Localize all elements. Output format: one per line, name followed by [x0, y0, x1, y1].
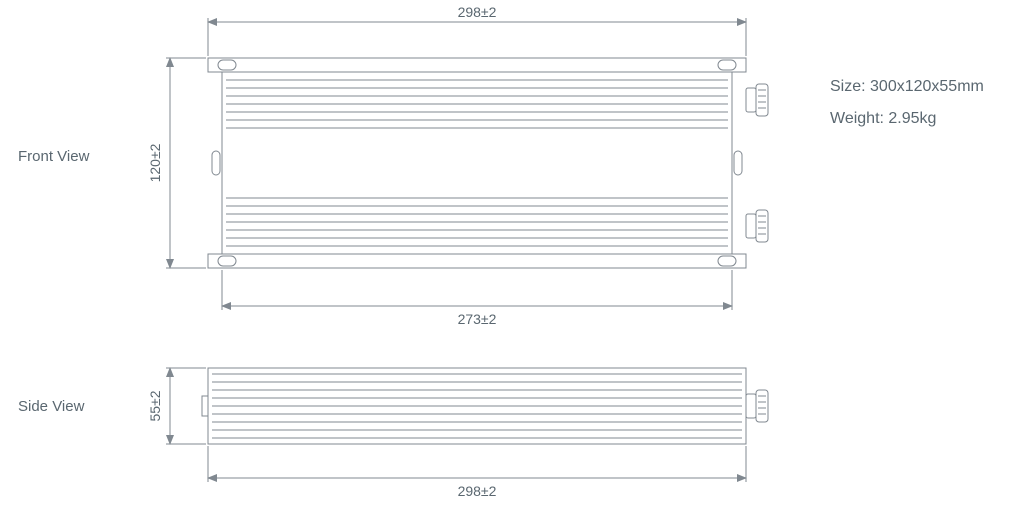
front-fins: [226, 80, 728, 246]
mounting-slots: [212, 60, 742, 266]
dim-side-height: 55±2: [147, 368, 206, 444]
drawing-svg: 298±2 273±2 120±2 55±2 298±2: [0, 0, 1034, 528]
dim-front-height-text: 120±2: [147, 143, 163, 182]
front-view-drawing: [208, 58, 768, 268]
engineering-drawing: Front View Side View Size: 300x120x55mm …: [0, 0, 1034, 528]
dim-side-width-text: 298±2: [458, 483, 497, 499]
dim-inner-width-text: 273±2: [458, 311, 497, 327]
dim-side-height-text: 55±2: [147, 390, 163, 421]
dim-top-width: 298±2: [208, 4, 746, 56]
dim-front-height: 120±2: [147, 58, 206, 268]
dim-inner-width: 273±2: [222, 270, 732, 327]
front-connectors: [746, 84, 768, 242]
dim-top-width-text: 298±2: [458, 4, 497, 20]
side-view-drawing: [202, 368, 768, 444]
dim-side-width: 298±2: [208, 446, 746, 499]
